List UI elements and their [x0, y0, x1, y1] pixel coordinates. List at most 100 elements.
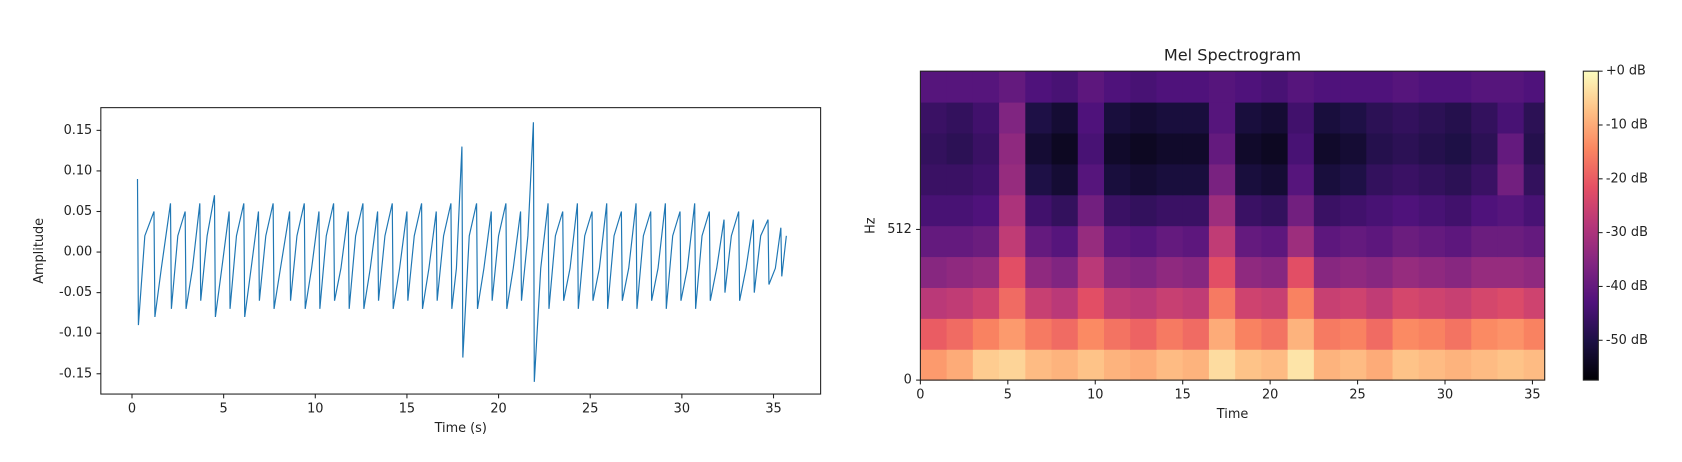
x-tick-label: 30 — [674, 402, 690, 417]
cell — [920, 349, 948, 381]
cell — [999, 225, 1026, 258]
cell — [1208, 225, 1236, 258]
cell — [1130, 318, 1158, 350]
cell — [972, 102, 1000, 134]
x-tick-label: 0 — [916, 388, 924, 403]
colorbar-tick-label: -30 dB — [1606, 225, 1648, 240]
cell — [1261, 256, 1289, 288]
cell — [1418, 349, 1446, 381]
x-tick-label: 30 — [1437, 388, 1453, 403]
cell — [946, 225, 974, 258]
cell — [946, 349, 974, 381]
cell — [1366, 163, 1394, 196]
cell — [972, 132, 1000, 165]
x-tick-label: 15 — [1175, 388, 1191, 403]
cell — [1445, 318, 1472, 350]
cell — [1418, 256, 1446, 288]
cell — [1208, 287, 1236, 319]
cell — [1182, 163, 1210, 196]
cell — [1051, 102, 1079, 134]
cell — [1471, 225, 1499, 258]
cell — [920, 102, 948, 134]
cell — [1445, 102, 1472, 134]
cell — [1025, 163, 1053, 196]
x-tick-label: 10 — [1087, 388, 1103, 403]
cell — [1523, 349, 1546, 381]
cell — [1523, 225, 1546, 258]
cell — [1392, 349, 1420, 381]
cell — [1104, 194, 1131, 227]
cell — [1287, 318, 1315, 350]
colorbar — [1582, 70, 1599, 381]
y-axis-label: Amplitude — [32, 218, 47, 284]
cell — [999, 71, 1026, 103]
cell — [1313, 194, 1341, 227]
cell — [1130, 349, 1158, 381]
cell — [1418, 102, 1446, 134]
cell — [1235, 287, 1262, 319]
y-tick-label: 0.00 — [64, 245, 93, 260]
cell — [1235, 71, 1262, 103]
cell — [1366, 225, 1394, 258]
cell — [1235, 132, 1262, 165]
cell — [1261, 318, 1289, 350]
cell — [1025, 256, 1053, 288]
cell — [1130, 71, 1158, 103]
cell — [1497, 163, 1525, 196]
colorbar-tick-label: -20 dB — [1606, 171, 1648, 186]
waveform — [136, 122, 787, 382]
cell — [1313, 287, 1341, 319]
cell — [999, 194, 1026, 227]
cell — [1523, 163, 1546, 196]
x-tick-label: 20 — [1262, 388, 1278, 403]
cell — [1051, 349, 1079, 381]
cell — [1340, 71, 1367, 103]
cell — [1313, 225, 1341, 258]
cell — [1497, 71, 1525, 103]
x-tick-label: 35 — [765, 402, 781, 417]
cell — [1235, 256, 1262, 288]
cell — [1445, 163, 1472, 196]
cell — [1418, 194, 1446, 227]
cell — [1340, 349, 1367, 381]
cell — [920, 287, 948, 319]
y-tick-label: -0.05 — [59, 285, 92, 300]
cell — [1471, 194, 1499, 227]
cell — [1182, 256, 1210, 288]
cell — [1497, 194, 1525, 227]
cell — [1130, 163, 1158, 196]
cell — [1418, 71, 1446, 103]
cell — [1235, 102, 1262, 134]
cell — [1130, 194, 1158, 227]
y-tick-label: -0.15 — [59, 366, 92, 381]
cell — [972, 194, 1000, 227]
cell — [1077, 287, 1105, 319]
cell — [1471, 256, 1499, 288]
cell — [1366, 194, 1394, 227]
cell — [1366, 132, 1394, 165]
cell — [1208, 132, 1236, 165]
x-tick-label: 25 — [582, 402, 598, 417]
cell — [1025, 318, 1053, 350]
cell — [1340, 194, 1367, 227]
cell — [1313, 102, 1341, 134]
cell — [1471, 102, 1499, 134]
cell — [1471, 318, 1499, 350]
cell — [1471, 163, 1499, 196]
cell — [1077, 318, 1105, 350]
cell — [1313, 163, 1341, 196]
cell — [1445, 256, 1472, 288]
cell — [946, 194, 974, 227]
cell — [1340, 225, 1367, 258]
cell — [1130, 102, 1158, 134]
cell — [1471, 71, 1499, 103]
cell — [920, 132, 948, 165]
cell — [1340, 287, 1367, 319]
cell — [972, 287, 1000, 319]
y-tick-label: 0 — [904, 373, 912, 388]
cell — [1025, 225, 1053, 258]
x-tick-label: 10 — [307, 402, 323, 417]
chart-title: Mel Spectrogram — [1164, 46, 1301, 65]
cell — [1208, 194, 1236, 227]
cell — [1182, 194, 1210, 227]
